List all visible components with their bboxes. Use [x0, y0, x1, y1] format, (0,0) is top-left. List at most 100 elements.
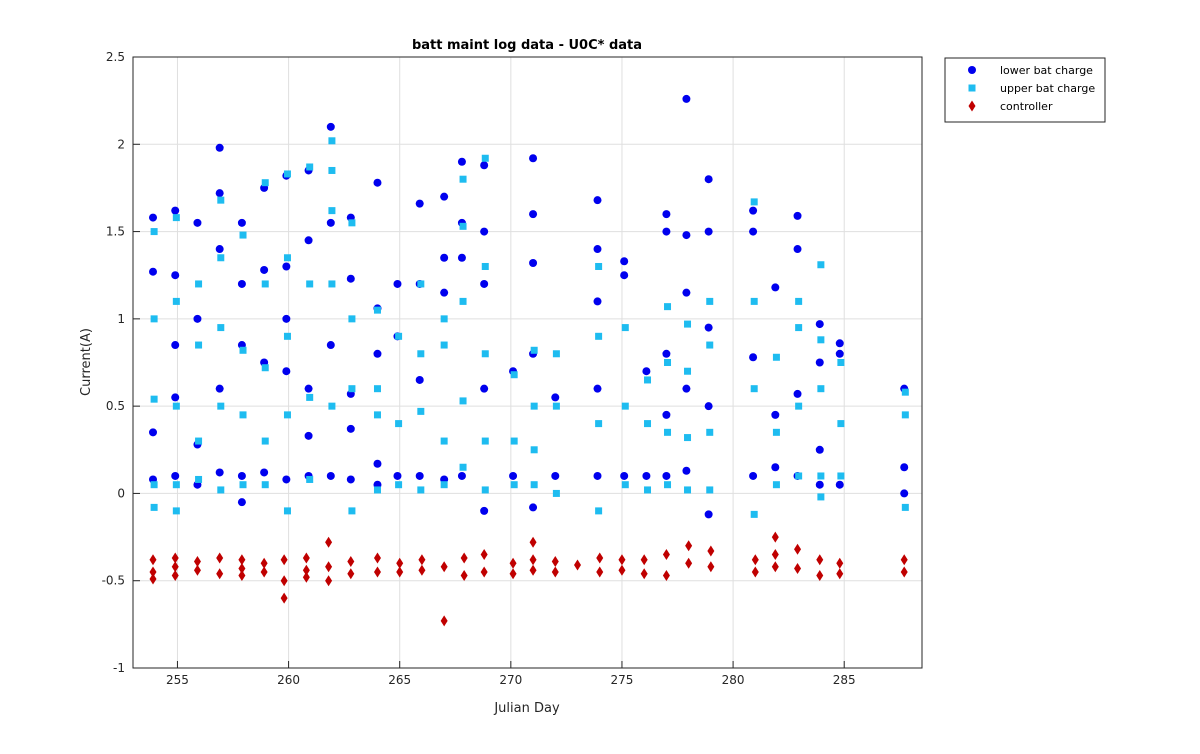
point — [171, 206, 180, 215]
marks — [149, 94, 909, 627]
point — [459, 397, 467, 405]
point — [217, 486, 225, 494]
point — [418, 564, 426, 576]
point — [282, 475, 291, 484]
point — [481, 154, 489, 162]
point — [283, 411, 291, 419]
point — [794, 562, 802, 574]
point — [215, 245, 224, 254]
point — [346, 424, 355, 433]
point — [480, 279, 489, 288]
x-tick-label: 270 — [499, 673, 522, 687]
point — [620, 257, 629, 266]
point — [239, 481, 247, 489]
point — [480, 227, 489, 236]
point — [239, 411, 247, 419]
point — [216, 552, 224, 564]
point — [621, 324, 629, 332]
point — [795, 324, 803, 332]
point — [509, 568, 517, 580]
point — [662, 410, 671, 419]
point — [640, 568, 648, 580]
point — [149, 554, 157, 566]
point — [621, 481, 629, 489]
point — [835, 339, 844, 348]
point — [593, 471, 602, 480]
point — [304, 384, 313, 393]
point — [460, 552, 468, 564]
point — [682, 94, 691, 103]
point — [328, 166, 336, 174]
point — [750, 297, 758, 305]
point — [481, 350, 489, 358]
point — [510, 437, 518, 445]
point — [195, 475, 203, 483]
point — [396, 566, 404, 578]
point — [457, 253, 466, 262]
point — [195, 280, 203, 288]
point — [771, 561, 779, 573]
point — [346, 274, 355, 283]
point — [172, 481, 180, 489]
point — [682, 231, 691, 240]
point — [328, 207, 336, 215]
point — [239, 231, 247, 239]
point — [771, 531, 779, 543]
point — [261, 437, 269, 445]
point — [373, 566, 381, 578]
point — [817, 336, 825, 344]
x-tick-label: 280 — [722, 673, 745, 687]
point — [440, 288, 449, 297]
point — [750, 385, 758, 393]
point — [685, 557, 693, 569]
y-tick-label: 0 — [117, 486, 125, 500]
point — [529, 554, 537, 566]
point — [171, 569, 179, 581]
point — [644, 420, 652, 428]
point — [620, 471, 629, 480]
point — [373, 411, 381, 419]
point — [149, 566, 157, 578]
point — [395, 332, 403, 340]
point — [510, 371, 518, 379]
point — [150, 315, 158, 323]
point — [172, 507, 180, 515]
point — [795, 297, 803, 305]
point — [704, 323, 713, 332]
point — [817, 472, 825, 480]
point — [837, 472, 845, 480]
point — [283, 170, 291, 178]
point — [817, 261, 825, 269]
point — [348, 507, 356, 515]
x-tick-label: 285 — [833, 673, 856, 687]
point — [460, 569, 468, 581]
point — [749, 353, 758, 362]
point — [239, 346, 247, 354]
point — [684, 486, 692, 494]
point — [480, 161, 489, 170]
point — [217, 402, 225, 410]
point — [171, 393, 180, 402]
point — [771, 463, 780, 472]
point — [621, 402, 629, 410]
legend-marker — [968, 66, 976, 74]
point — [193, 556, 201, 568]
axes-box — [132, 56, 923, 669]
point — [171, 552, 179, 564]
point — [302, 564, 310, 576]
point — [706, 428, 714, 436]
point — [306, 475, 314, 483]
point — [440, 561, 448, 573]
point — [306, 163, 314, 171]
point — [347, 568, 355, 580]
point — [815, 445, 824, 454]
point — [815, 480, 824, 489]
point — [771, 283, 780, 292]
point — [551, 566, 559, 578]
point — [393, 471, 402, 480]
point — [529, 503, 538, 512]
point — [480, 566, 488, 578]
point — [644, 376, 652, 384]
point — [682, 288, 691, 297]
